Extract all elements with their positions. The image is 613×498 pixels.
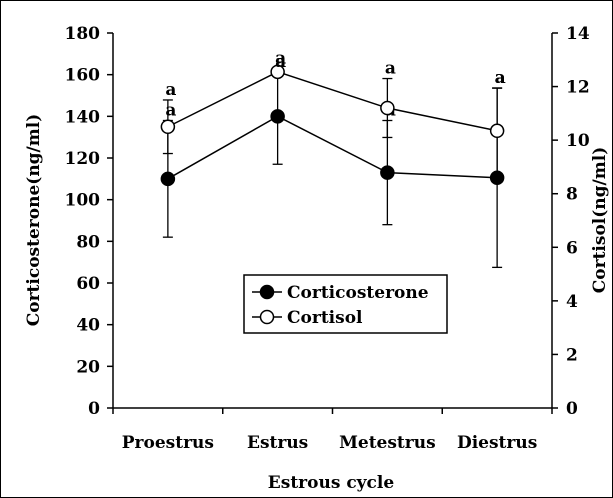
series-line-cortisol: [167, 71, 498, 132]
y-tick-label-left: 40: [76, 316, 100, 336]
data-point-corticosterone: [160, 171, 176, 187]
x-axis-title: Estrous cycle: [268, 473, 395, 493]
legend-marker-cortisol: [259, 309, 275, 325]
data-point-cortisol: [270, 64, 285, 80]
legend: Corticosterone Cortisol: [243, 274, 448, 334]
y-tick-label-left: 60: [76, 274, 100, 294]
significance-label-cortisol: a: [275, 52, 286, 72]
significance-label-corticosterone: a: [165, 101, 176, 121]
data-point-corticosterone: [270, 109, 285, 124]
series-layer: aaaaaaaa: [160, 48, 506, 269]
legend-label-corticosterone: Corticosterone: [287, 283, 429, 303]
data-point-cortisol: [380, 100, 395, 116]
y-tick-label-left: 0: [88, 399, 100, 419]
y-tick-label-left: 100: [65, 191, 101, 211]
x-tick-label: Proestrus: [122, 433, 214, 453]
significance-label-cortisol: a: [495, 68, 506, 88]
y-tick-label-left: 180: [65, 24, 101, 44]
series-line-corticosterone: [167, 115, 498, 180]
data-point-cortisol: [160, 119, 176, 134]
legend-box: [243, 274, 448, 334]
x-tick-label: Diestrus: [457, 433, 537, 453]
y-tick-label-right: 4: [566, 292, 578, 312]
y-tick-label-left: 160: [65, 66, 101, 86]
y-tick-label-right: 0: [566, 399, 578, 419]
y-tick-label-left: 120: [65, 149, 101, 169]
y-tick-label-right: 12: [566, 78, 590, 98]
significance-label-cortisol: a: [165, 80, 176, 100]
significance-label-corticosterone: a: [495, 68, 506, 88]
y-tick-label-left: 80: [76, 232, 100, 252]
significance-label-cortisol: a: [385, 59, 396, 79]
legend-marker-corticosterone: [259, 284, 275, 300]
y-tick-label-right: 10: [566, 131, 590, 151]
significance-label-corticosterone: a: [275, 48, 286, 68]
y-tick-label-left: 20: [76, 357, 100, 377]
y-tick-label-right: 6: [566, 238, 578, 258]
legend-label-cortisol: Cortisol: [287, 308, 363, 328]
axes: 0 20 40 60 80 100 120 140 160 180 0 2 4 6 8 10 12 14 Proes…: [65, 24, 590, 453]
y-tick-label-right: 14: [566, 24, 590, 44]
data-point-corticosterone: [380, 165, 395, 180]
y-axis-title-right: Cortisol(ng/ml): [590, 147, 610, 294]
x-tick-label: Metestrus: [339, 433, 436, 453]
y-axis-title-left: Corticosterone(ng/ml): [24, 114, 44, 327]
x-tick-label: Estrus: [247, 433, 308, 453]
y-tick-label-right: 8: [566, 185, 578, 205]
y-tick-label-left: 140: [65, 107, 101, 127]
data-point-cortisol: [489, 123, 505, 139]
y-tick-label-right: 2: [566, 345, 578, 365]
